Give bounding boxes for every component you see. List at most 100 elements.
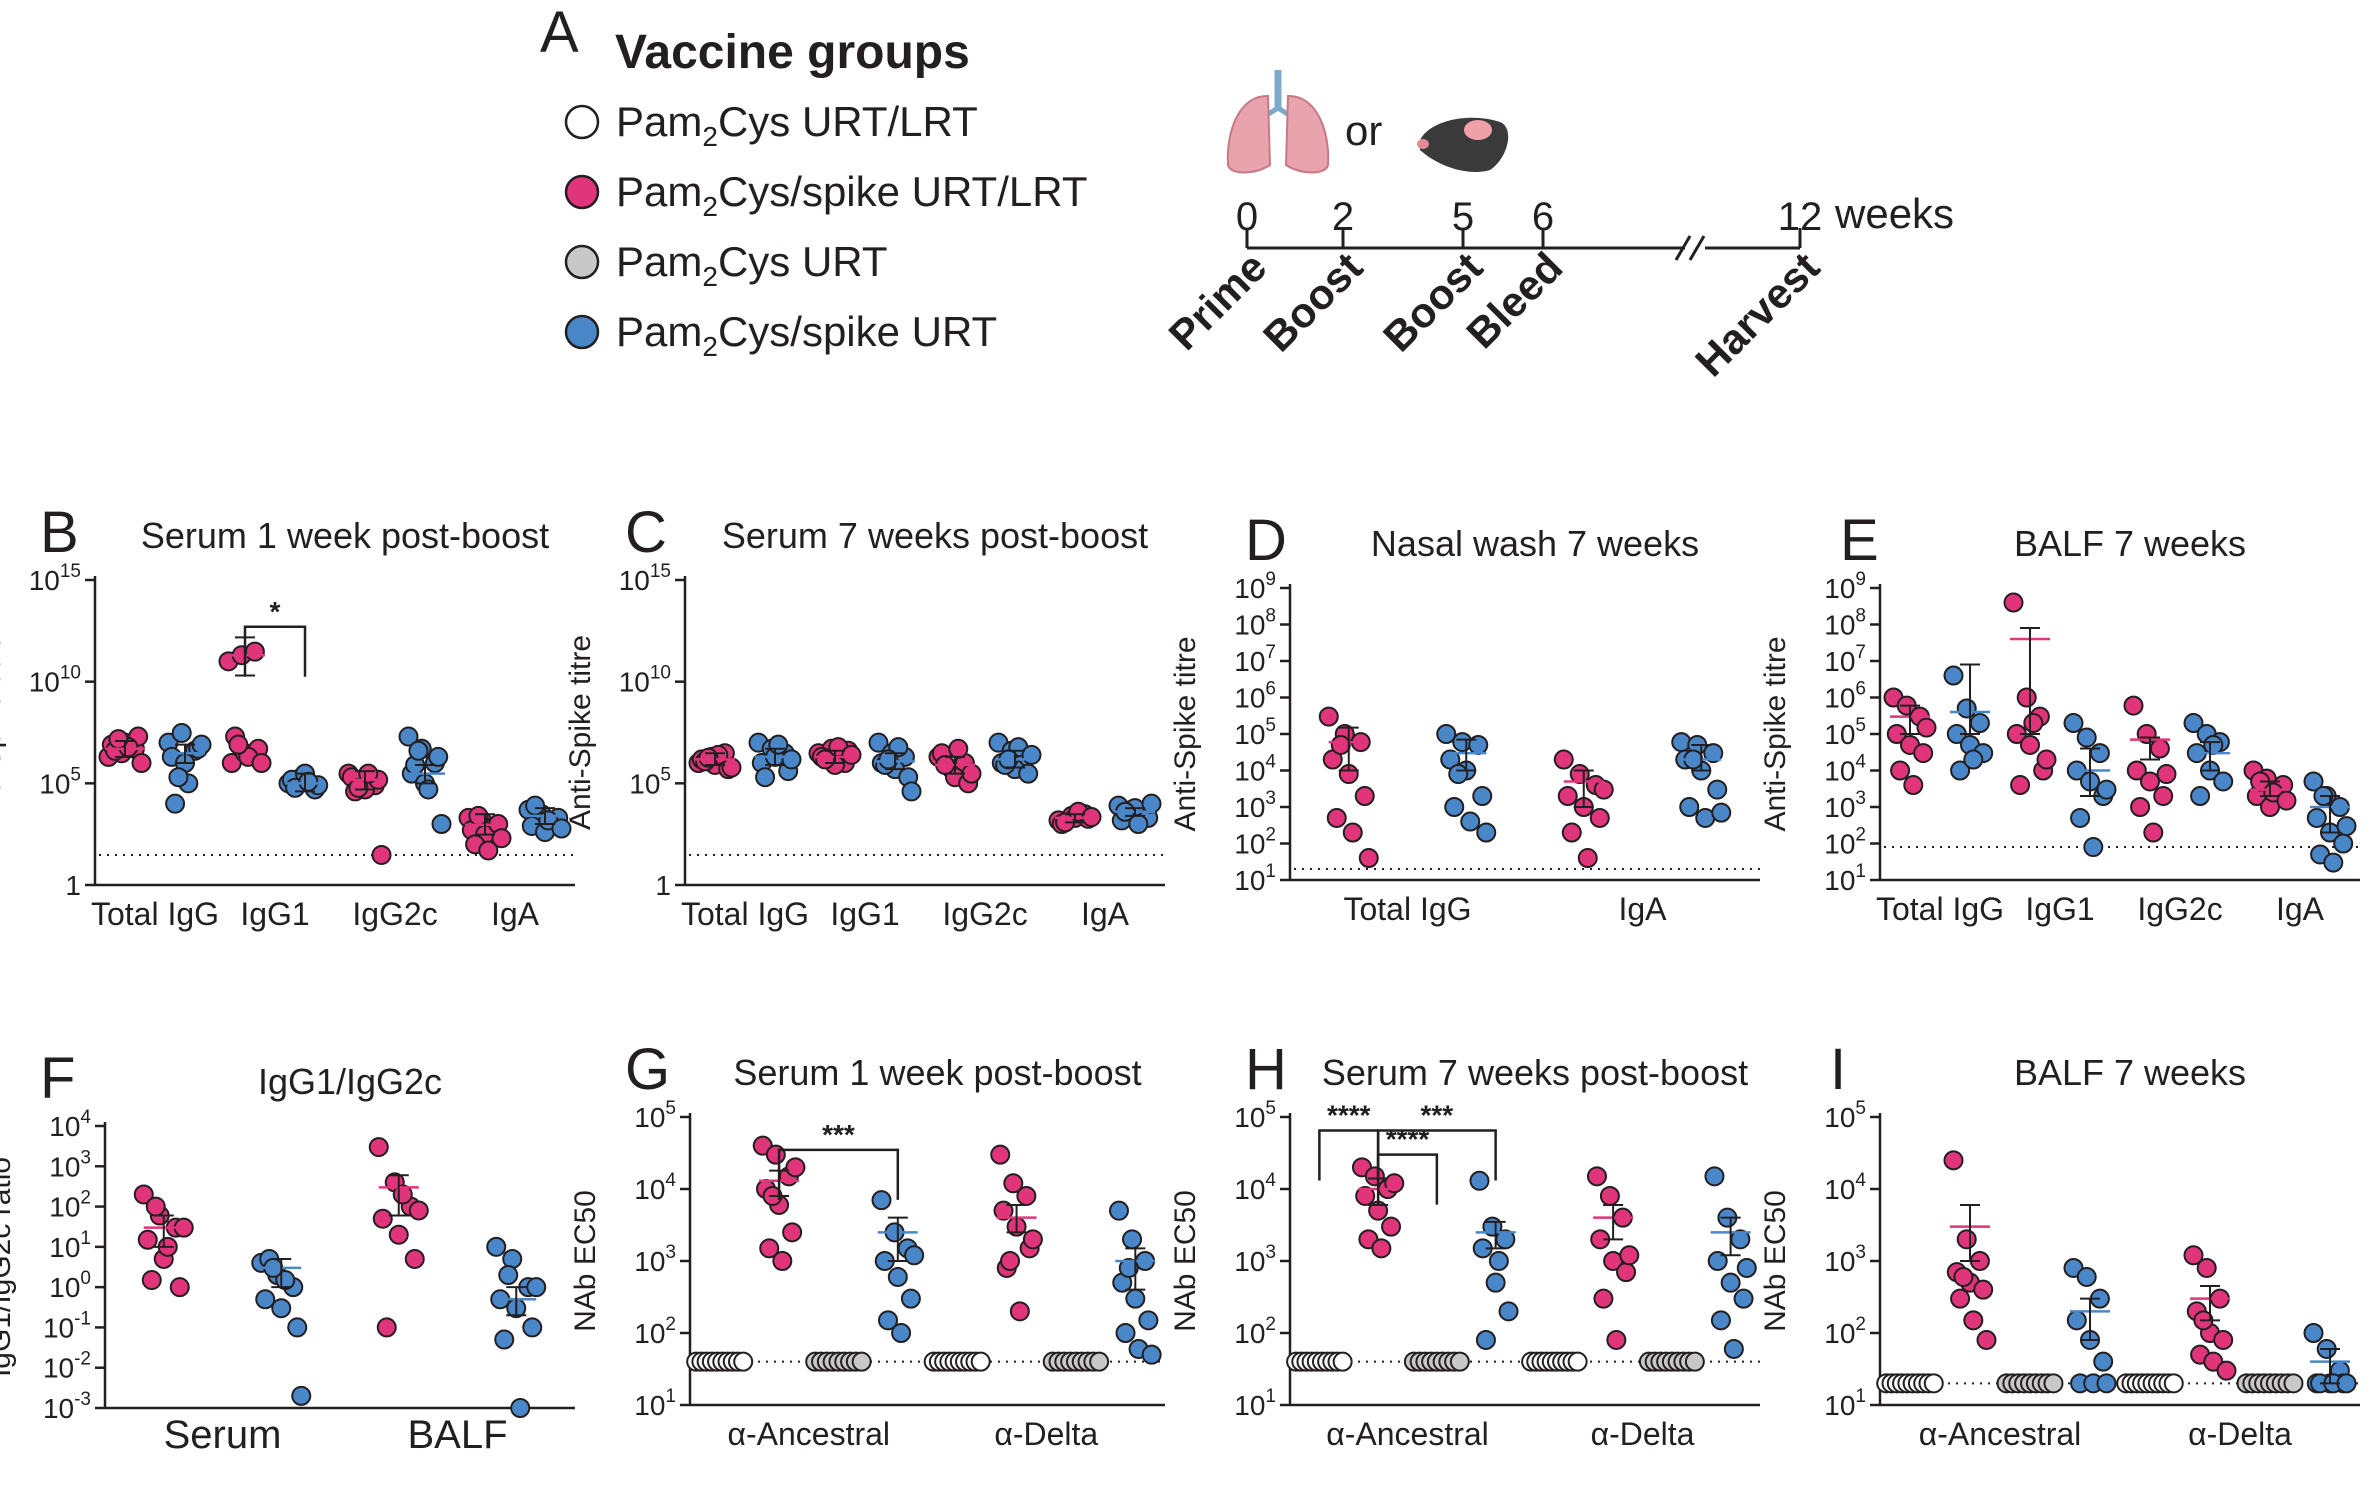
data-point — [1903, 775, 1924, 796]
data-point — [1553, 749, 1574, 770]
y-tick-label: 100 — [49, 1268, 91, 1303]
data-point — [2063, 713, 2084, 734]
y-tick-label: 1015 — [29, 561, 81, 596]
x-tick-label: IgG2c — [942, 896, 1027, 932]
data-point — [1469, 1170, 1490, 1191]
data-point — [255, 1289, 276, 1310]
data-point — [755, 767, 776, 788]
legend-marker — [564, 244, 600, 280]
data-point — [2303, 1323, 2324, 1343]
y-axis-label: NAb EC50 — [1169, 1190, 1202, 1332]
data-point — [486, 1236, 507, 1257]
data-point — [1003, 1173, 1024, 1194]
data-point — [1448, 764, 1469, 785]
data-point — [1452, 732, 1473, 753]
y-axis-label: Anti-Spike titre — [564, 635, 597, 830]
y-tick-label: 1010 — [619, 663, 671, 698]
data-point — [2183, 1245, 2204, 1266]
y-tick-label: 103 — [634, 1242, 676, 1277]
data-point — [1950, 1288, 1971, 1309]
data-point — [141, 1270, 162, 1291]
data-point — [2016, 687, 2037, 708]
data-point — [2336, 816, 2357, 837]
data-point — [887, 1266, 908, 1287]
data-point — [1956, 698, 1977, 719]
data-point — [2190, 786, 2211, 807]
y-tick-label: 109 — [1234, 569, 1276, 604]
data-point — [1679, 797, 1700, 817]
legend-marker — [564, 174, 600, 210]
legend-label: Pam2Cys URT — [616, 238, 888, 292]
data-point — [759, 1238, 780, 1259]
data-point — [525, 795, 546, 816]
timeline-event: Prime — [1160, 243, 1276, 359]
data-point — [1916, 717, 1937, 738]
data-point — [1704, 1166, 1725, 1187]
data-point — [491, 828, 512, 849]
legend-marker — [564, 104, 600, 140]
data-point — [1586, 1166, 1607, 1187]
panel-letter: A — [540, 0, 579, 65]
data-point — [165, 793, 186, 814]
data-point — [1475, 1329, 1496, 1350]
data-point — [1720, 1272, 1741, 1293]
timeline-number: 2 — [1332, 195, 1354, 239]
or-label: or — [1345, 107, 1382, 154]
data-point — [1118, 1257, 1139, 1278]
data-point — [388, 1224, 409, 1245]
data-point — [145, 1196, 166, 1217]
timeline-event: Boost — [1374, 243, 1491, 360]
y-tick-label: 104 — [634, 1170, 676, 1205]
data-point — [372, 1208, 393, 1229]
data-point — [1736, 1257, 1757, 1278]
chart-title: BALF 7 weeks — [2014, 523, 2246, 564]
data-point — [2066, 1310, 2087, 1331]
data-point — [1923, 1373, 1944, 1394]
data-point — [1115, 1323, 1136, 1343]
x-tick-label: α-Delta — [2188, 1416, 2292, 1452]
data-point — [733, 1351, 754, 1372]
data-point — [2043, 1373, 2064, 1394]
data-point — [1009, 1301, 1030, 1322]
panel-h: H Serum 7 weeks post-boost NAb EC50 101 102 1… — [1169, 1037, 1760, 1452]
significance-bracket — [1376, 1153, 1439, 1205]
data-point — [291, 1385, 312, 1406]
data-point — [2216, 1360, 2237, 1381]
x-tick-label: IgA — [1618, 891, 1667, 927]
data-point — [1963, 749, 1984, 770]
y-tick-label: 102 — [1234, 1314, 1276, 1349]
y-tick-label: 103 — [1824, 788, 1866, 823]
x-tick-label: Total IgG — [681, 896, 809, 932]
data-point — [871, 1190, 892, 1211]
data-point — [2336, 1373, 2357, 1394]
data-point — [408, 1200, 429, 1221]
panel-g: G Serum 1 week post-boost NAb EC50 101 102 10… — [569, 1037, 1165, 1452]
data-point — [1599, 1185, 1620, 1206]
y-tick-label: 101 — [1824, 861, 1866, 896]
data-point — [970, 1351, 991, 1372]
data-point — [2203, 734, 2224, 755]
data-point — [2303, 771, 2324, 792]
y-tick-label: 102 — [1824, 825, 1866, 860]
data-point — [1723, 1338, 1744, 1359]
data-point — [2213, 1329, 2234, 1350]
data-point — [1318, 706, 1339, 727]
panel-letter: F — [40, 1046, 75, 1111]
data-point — [2010, 775, 2031, 796]
data-point — [1606, 1329, 1627, 1350]
significance-label: *** — [822, 1119, 855, 1150]
data-point — [2140, 771, 2160, 792]
data-point — [1141, 793, 1162, 814]
data-point — [1122, 1229, 1143, 1250]
data-point — [2083, 837, 2104, 858]
x-tick-label: Total IgG — [91, 896, 219, 932]
timeline-event: Harvest — [1686, 243, 1828, 385]
y-tick-label: 105 — [1824, 715, 1866, 750]
y-tick-label: 101 — [1824, 1386, 1866, 1421]
panel-a: A Vaccine groups Pam2Cys URT/LRT Pam2Cys/sp… — [540, 0, 1954, 385]
legend-label: Pam2Cys/spike URT — [616, 308, 997, 362]
data-point — [1589, 807, 1610, 828]
data-point — [169, 1277, 190, 1298]
